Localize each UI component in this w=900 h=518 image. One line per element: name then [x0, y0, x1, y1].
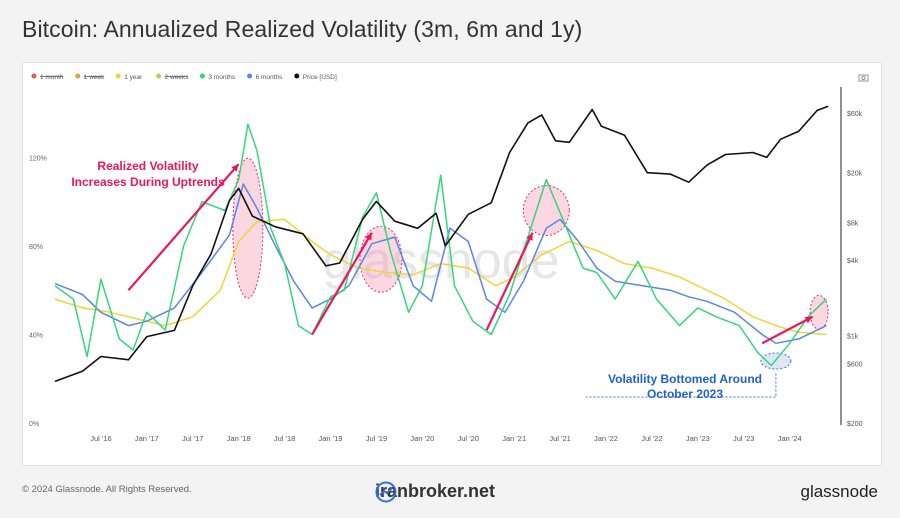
x-tick-10: Jul '21 — [549, 434, 570, 443]
trend-arrow-1 — [311, 232, 373, 336]
x-tick-11: Jan '22 — [594, 434, 618, 443]
legend-label-5: 6 months — [256, 74, 283, 81]
x-tick-14: Jul '23 — [733, 434, 754, 443]
y-right-tick-5: $20k — [847, 171, 863, 178]
x-tick-7: Jan '20 — [410, 434, 434, 443]
legend-label-4: 3 months — [208, 74, 235, 81]
legend-marker-6 — [294, 73, 300, 79]
legend-label-3: 2 weeks — [165, 74, 190, 81]
trend-arrowhead-1 — [365, 232, 372, 241]
y-right-tick-3: $4k — [847, 258, 859, 265]
brand-text: iranbroker.net — [375, 481, 496, 501]
iranbroker-logo[interactable]: iranbroker.net — [375, 481, 496, 503]
x-tick-9: Jan '21 — [502, 434, 526, 443]
trend-arrow-2 — [485, 232, 534, 331]
y-left-tick-0: 0% — [29, 421, 39, 428]
highlight-ellipse-2 — [522, 185, 570, 237]
x-tick-13: Jan '23 — [686, 434, 710, 443]
chart-title: Bitcoin: Annualized Realized Volatility … — [22, 16, 583, 42]
chart-panel: 1 month 1 week 1 year 2 weeks 3 months 6 mont… — [22, 62, 882, 466]
legend-label-2: 1 year — [124, 74, 143, 81]
annotation-uptrend-line2: Increases During Uptrends — [71, 175, 225, 189]
x-tick-3: Jan '18 — [227, 434, 251, 443]
trend-arrowhead-2 — [526, 232, 533, 241]
x-tick-0: Jul '16 — [90, 434, 111, 443]
x-tick-15: Jan '24 — [778, 434, 802, 443]
brand-chart-icon — [375, 481, 397, 503]
highlight-ellipse-1 — [359, 225, 403, 293]
y-left-tick-1: 40% — [29, 332, 43, 339]
y-left-tick-3: 120% — [29, 155, 47, 162]
annotation-bottom-line2: October 2023 — [647, 387, 723, 401]
x-tick-12: Jul '22 — [641, 434, 662, 443]
legend-label-0: 1 month — [40, 74, 64, 81]
copyright-text: © 2024 Glassnode. All Rights Reserved. — [22, 484, 192, 495]
volatility-chart: 1 month 1 week 1 year 2 weeks 3 months 6 mont… — [29, 73, 869, 443]
trend-arrowhead-0 — [231, 164, 239, 172]
annotation-bottom-line1: Volatility Bottomed Around — [608, 372, 762, 386]
highlight-ellipse-0 — [232, 157, 264, 299]
y-left-tick-2: 80% — [29, 244, 43, 251]
annotation-uptrend-line1: Realized Volatility — [97, 159, 198, 173]
x-tick-2: Jul '17 — [182, 434, 203, 443]
legend-label-1: 1 week — [84, 74, 105, 81]
y-right-tick-4: $8k — [847, 221, 859, 228]
y-right-tick-0: $200 — [847, 421, 863, 428]
x-tick-5: Jan '19 — [319, 434, 343, 443]
x-tick-6: Jul '19 — [366, 434, 387, 443]
y-right-tick-2: $1k — [847, 334, 859, 341]
y-right-tick-6: $60k — [847, 111, 863, 118]
trend-arrow-0 — [127, 163, 240, 291]
legend-marker-2 — [115, 73, 121, 79]
x-tick-1: Jan '17 — [135, 434, 159, 443]
legend-marker-1 — [75, 73, 81, 79]
x-tick-8: Jul '20 — [458, 434, 479, 443]
legend-marker-0 — [31, 73, 37, 79]
camera-icon[interactable] — [858, 74, 869, 82]
series-line-6-months — [54, 183, 827, 345]
trend-arrow-3 — [761, 315, 814, 345]
legend-marker-3 — [156, 73, 162, 79]
legend-label-6: Price [USD] — [303, 74, 337, 81]
glassnode-logo: glassnode — [800, 482, 878, 501]
series-line-price-usd- — [54, 105, 829, 383]
trend-arrowhead-3 — [804, 316, 813, 324]
y-right-tick-1: $600 — [847, 361, 863, 368]
legend-marker-5 — [247, 73, 253, 79]
x-tick-4: Jul '18 — [274, 434, 295, 443]
legend-marker-4 — [199, 73, 205, 79]
series-line-3-months — [54, 123, 827, 367]
